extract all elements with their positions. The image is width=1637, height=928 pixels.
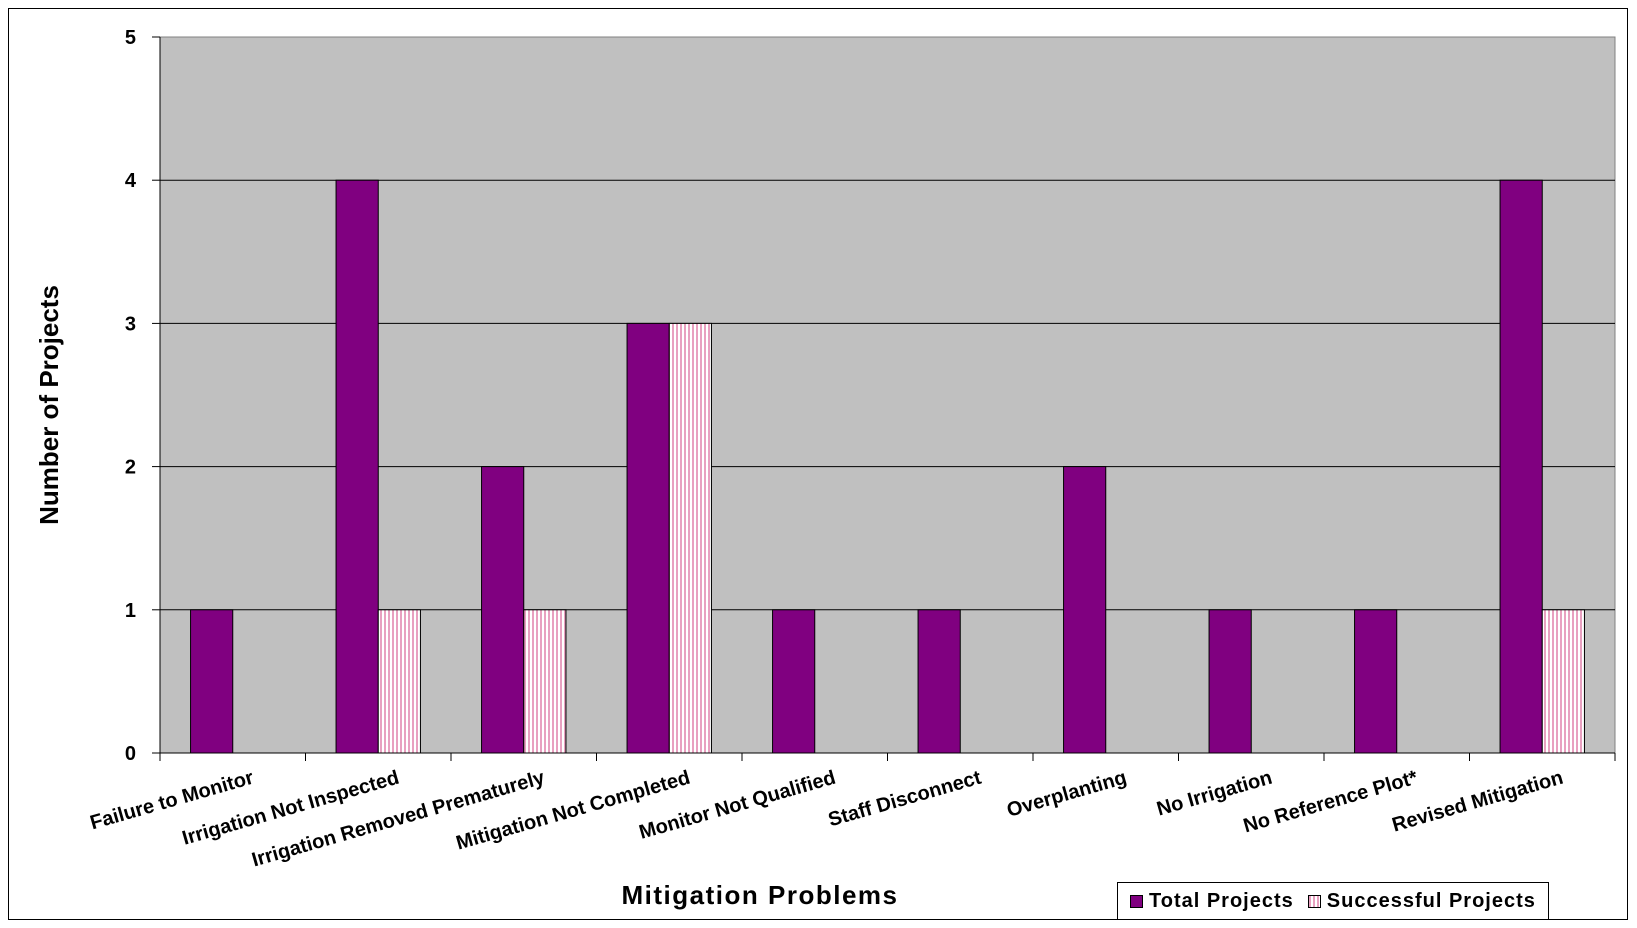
bar-total-projects (481, 466, 525, 754)
legend-label-total: Total Projects (1149, 889, 1294, 912)
y-tick-label: 4 (125, 170, 137, 192)
x-category-label: Staff Disconnect (826, 767, 984, 832)
y-tick-label: 1 (125, 600, 136, 622)
x-axis-title: Mitigation Problems (622, 880, 899, 910)
bar-total-projects (335, 179, 379, 754)
y-tick-label: 2 (125, 457, 136, 479)
bar-total-projects (626, 322, 670, 754)
x-category-label: Mitigation Not Completed (454, 767, 693, 855)
legend-label-successful: Successful Projects (1326, 889, 1536, 912)
legend-item-successful: Successful Projects (1307, 889, 1536, 913)
x-category-label: Overplanting (1004, 767, 1129, 822)
bar-total-projects (190, 609, 234, 754)
bars (190, 179, 1585, 754)
y-tick-label: 0 (125, 743, 136, 765)
bar-total-projects (1208, 609, 1252, 754)
y-tick-label: 5 (125, 27, 136, 49)
y-axis-title: Number of Projects (34, 285, 64, 525)
bar-total-projects (1354, 609, 1398, 754)
bar-total-projects (1063, 466, 1107, 754)
bar-total-projects (1499, 179, 1543, 754)
bar-successful-projects (668, 322, 712, 754)
bar-successful-projects (1541, 609, 1585, 754)
bar-successful-projects (377, 609, 421, 754)
y-tick-labels: 0 1 2 3 4 5 (125, 27, 137, 765)
bar-total-projects (917, 609, 961, 754)
legend: Total Projects Successful Projects (1117, 882, 1549, 920)
y-tick-label: 3 (125, 313, 136, 335)
legend-swatch-total (1130, 894, 1143, 908)
axes (152, 36, 1616, 761)
legend-item-total: Total Projects (1130, 890, 1294, 913)
legend-swatch-successful (1307, 894, 1321, 908)
bar-total-projects (772, 609, 816, 754)
bar-successful-projects (523, 609, 567, 754)
